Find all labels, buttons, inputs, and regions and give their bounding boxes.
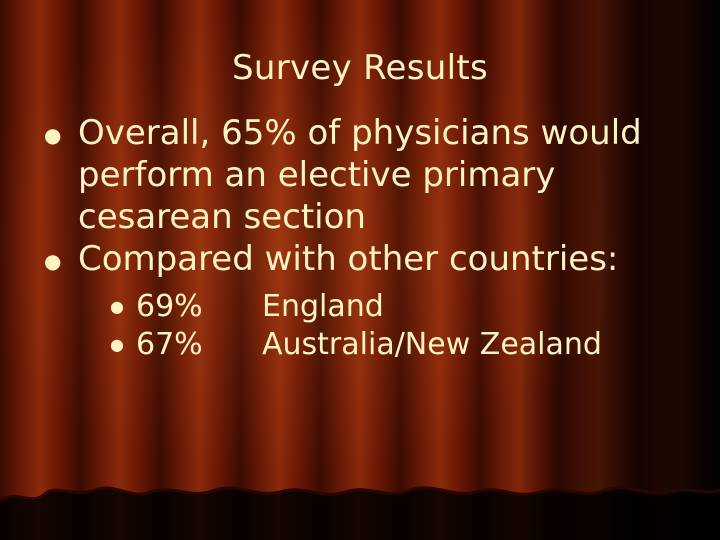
sub-bullet-icon: ● — [110, 297, 124, 316]
percentage: 67% — [136, 327, 203, 362]
bullet-compared: ● Compared with other countries: — [40, 238, 680, 280]
bullet-icon: ● — [44, 123, 62, 147]
bullet-icon: ● — [44, 249, 62, 273]
slide-body: ● Overall, 65% of physicians would perfo… — [40, 112, 680, 364]
slide-title: Survey Results — [0, 48, 720, 88]
spacer — [40, 280, 680, 288]
country-label: Australia/New Zealand — [262, 327, 602, 362]
percentage: 69% — [136, 289, 203, 324]
slide-title-text: Survey Results — [231, 48, 489, 88]
bullet-text: Compared with other countries: — [78, 239, 619, 279]
curtain-fringe-decoration — [0, 486, 720, 540]
bullet-overall: ● Overall, 65% of physicians would perfo… — [40, 112, 680, 238]
sub-bullet-australia-nz: ● 67% Australia/New Zealand — [110, 326, 680, 364]
bullet-text: Overall, 65% of physicians would perform… — [78, 113, 642, 237]
sub-bullet-england: ● 69% England — [110, 288, 680, 326]
country-label: England — [262, 289, 384, 324]
sub-bullet-icon: ● — [110, 335, 124, 354]
